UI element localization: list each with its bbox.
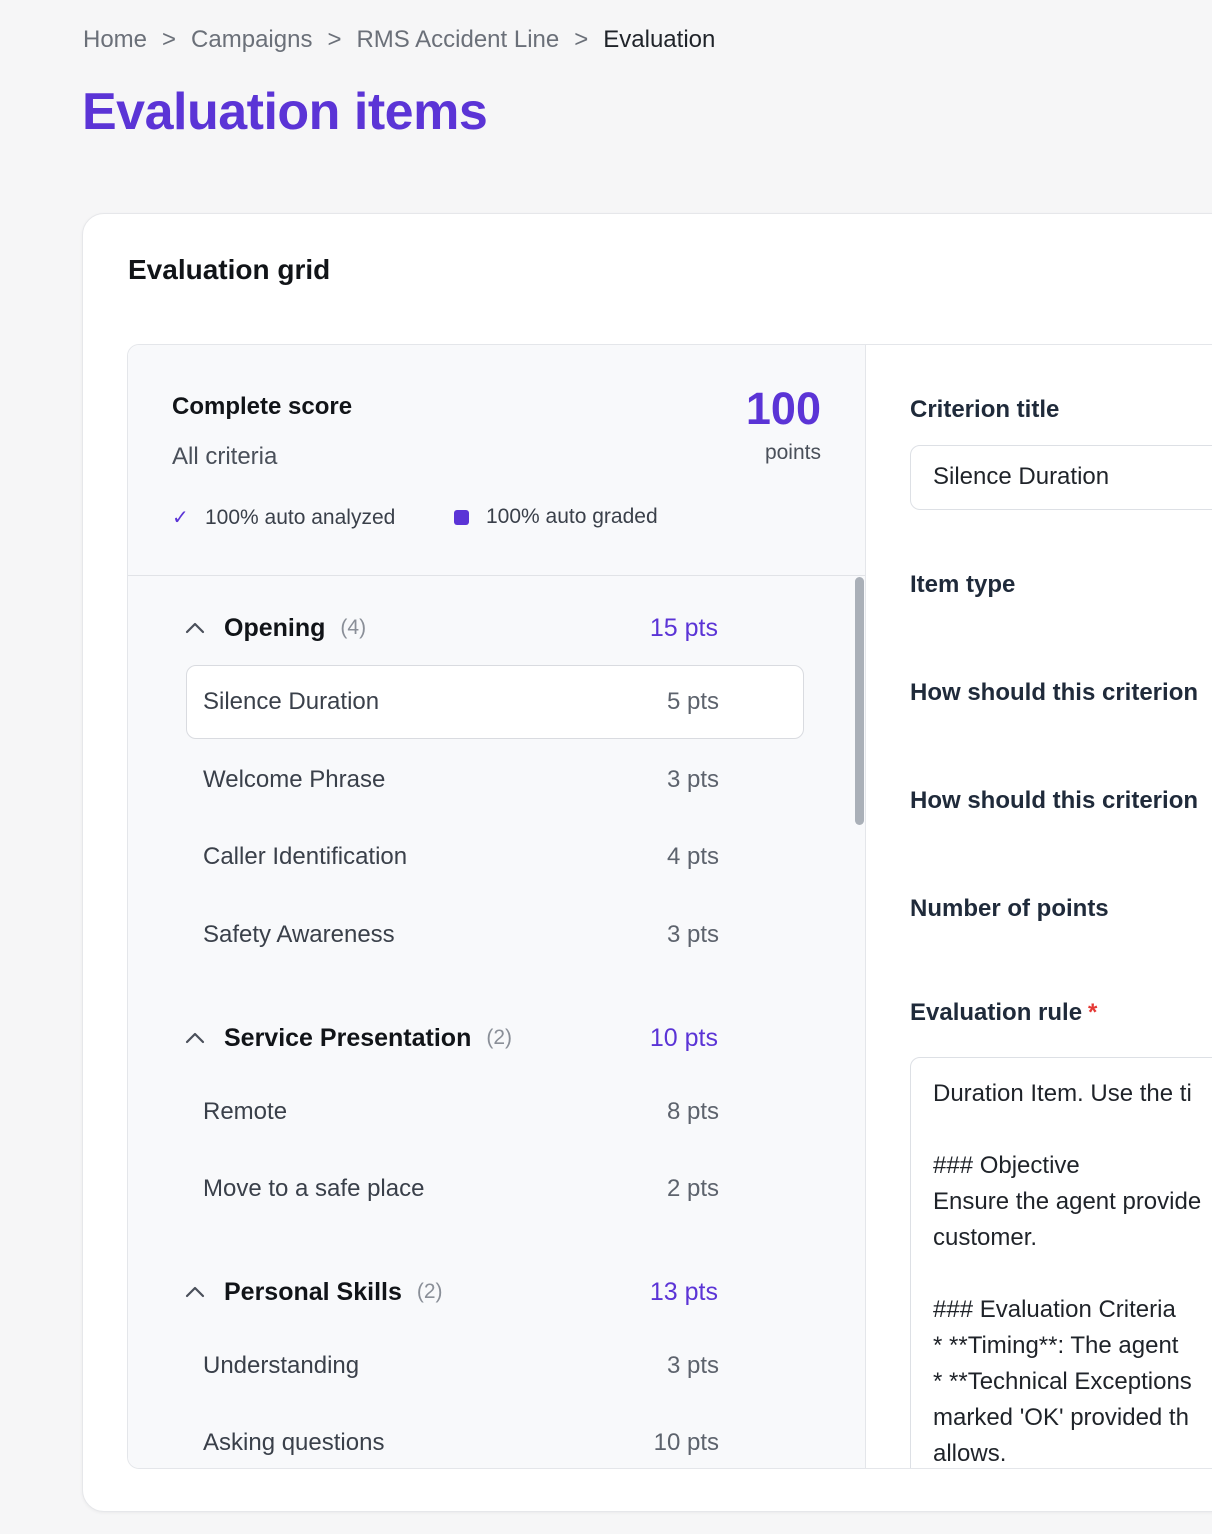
item-type-label: Item type xyxy=(910,571,1016,598)
breadcrumb: Home > Campaigns > RMS Accident Line > E… xyxy=(83,26,715,54)
criterion-item-move-to-safe-place[interactable]: Move to a safe place 2 pts xyxy=(186,1152,804,1226)
criterion-item-safety-awareness[interactable]: Safety Awareness 3 pts xyxy=(186,898,804,972)
section-header-opening[interactable]: Opening (4) 15 pts xyxy=(184,608,718,648)
total-score: 100 xyxy=(745,383,821,434)
auto-analyzed-label: 100% auto analyzed xyxy=(205,505,396,529)
criterion-points: 3 pts xyxy=(666,921,719,948)
criterion-detail-panel: Criterion title Silence Duration Item ty… xyxy=(867,345,1212,1468)
section-header-service-presentation[interactable]: Service Presentation (2) 10 pts xyxy=(184,1018,718,1058)
section-name: Opening xyxy=(224,613,326,642)
breadcrumb-campaigns[interactable]: Campaigns xyxy=(191,26,313,53)
criterion-item-silence-duration[interactable]: Silence Duration 5 pts xyxy=(186,665,804,739)
chevron-up-icon xyxy=(184,1027,206,1049)
section-points: 13 pts xyxy=(649,1277,718,1306)
square-icon xyxy=(454,509,469,525)
evaluation-rule-textarea[interactable]: Duration Item. Use the ti ### Objective … xyxy=(910,1057,1212,1468)
criterion-name: Silence Duration xyxy=(203,688,380,715)
auto-analyzed-stat: ✓ 100% auto analyzed xyxy=(172,505,395,530)
number-of-points-label: Number of points xyxy=(910,895,1109,922)
page-title: Evaluation items xyxy=(82,83,488,141)
criterion-name: Move to a safe place xyxy=(203,1175,425,1202)
criterion-points: 3 pts xyxy=(666,1352,719,1379)
chevron-up-icon xyxy=(184,617,206,639)
section-name: Service Presentation xyxy=(224,1023,472,1052)
criterion-name: Safety Awareness xyxy=(203,921,395,948)
criteria-scrollbar[interactable] xyxy=(855,577,864,825)
criterion-item-asking-questions[interactable]: Asking questions 10 pts xyxy=(186,1406,804,1468)
breadcrumb-campaign[interactable]: RMS Accident Line xyxy=(356,26,560,53)
section-count: (2) xyxy=(416,1280,443,1303)
criterion-name: Remote xyxy=(203,1098,288,1125)
evaluation-rule-label-text: Evaluation rule xyxy=(910,999,1083,1026)
criterion-points: 10 pts xyxy=(653,1429,719,1456)
evaluation-rule-label: Evaluation rule * xyxy=(910,999,1097,1027)
criterion-points: 5 pts xyxy=(666,688,719,715)
breadcrumb-home[interactable]: Home xyxy=(83,26,148,53)
section-points: 15 pts xyxy=(649,613,718,642)
criteria-list: Opening (4) 15 pts Silence Duration 5 pt… xyxy=(128,577,865,1468)
criteria-panel: Complete score All criteria 100 points ✓… xyxy=(128,345,866,1468)
total-score-unit: points xyxy=(764,441,821,464)
auto-graded-stat: 100% auto graded xyxy=(454,505,658,529)
check-icon: ✓ xyxy=(172,507,189,529)
section-name: Personal Skills xyxy=(224,1277,402,1306)
criterion-points: 8 pts xyxy=(666,1098,719,1125)
breadcrumb-separator: > xyxy=(162,26,177,53)
criterion-name: Caller Identification xyxy=(203,843,408,870)
score-summary[interactable]: Complete score All criteria 100 points ✓… xyxy=(128,345,865,576)
section-header-personal-skills[interactable]: Personal Skills (2) 13 pts xyxy=(184,1272,718,1312)
how-criterion-label-2: How should this criterion xyxy=(910,787,1199,814)
criterion-name: Welcome Phrase xyxy=(203,766,386,793)
criterion-points: 2 pts xyxy=(666,1175,719,1202)
summary-title: Complete score xyxy=(172,393,353,420)
criterion-points: 3 pts xyxy=(666,766,719,793)
card-title: Evaluation grid xyxy=(128,254,331,285)
criterion-item-welcome-phrase[interactable]: Welcome Phrase 3 pts xyxy=(186,743,804,817)
criterion-item-understanding[interactable]: Understanding 3 pts xyxy=(186,1329,804,1403)
breadcrumb-separator: > xyxy=(574,26,589,53)
chevron-up-icon xyxy=(184,1281,206,1303)
criterion-title-input[interactable]: Silence Duration xyxy=(910,445,1212,510)
criterion-title-label: Criterion title xyxy=(910,396,1060,423)
criterion-name: Asking questions xyxy=(203,1429,385,1456)
evaluation-grid: Complete score All criteria 100 points ✓… xyxy=(127,344,1212,1469)
criterion-item-caller-identification[interactable]: Caller Identification 4 pts xyxy=(186,820,804,894)
criterion-name: Understanding xyxy=(203,1352,360,1379)
section-count: (2) xyxy=(486,1026,513,1049)
criterion-item-remote[interactable]: Remote 8 pts xyxy=(186,1075,804,1149)
auto-graded-label: 100% auto graded xyxy=(486,505,658,528)
breadcrumb-current: Evaluation xyxy=(603,26,716,53)
how-criterion-label-1: How should this criterion xyxy=(910,679,1199,706)
breadcrumb-separator: > xyxy=(327,26,342,53)
evaluation-grid-card: Evaluation grid Complete score All crite… xyxy=(82,213,1212,1512)
section-points: 10 pts xyxy=(649,1023,718,1052)
criterion-points: 4 pts xyxy=(666,843,719,870)
required-marker: * xyxy=(1088,999,1098,1026)
summary-subtitle: All criteria xyxy=(172,443,278,470)
section-count: (4) xyxy=(340,616,367,639)
